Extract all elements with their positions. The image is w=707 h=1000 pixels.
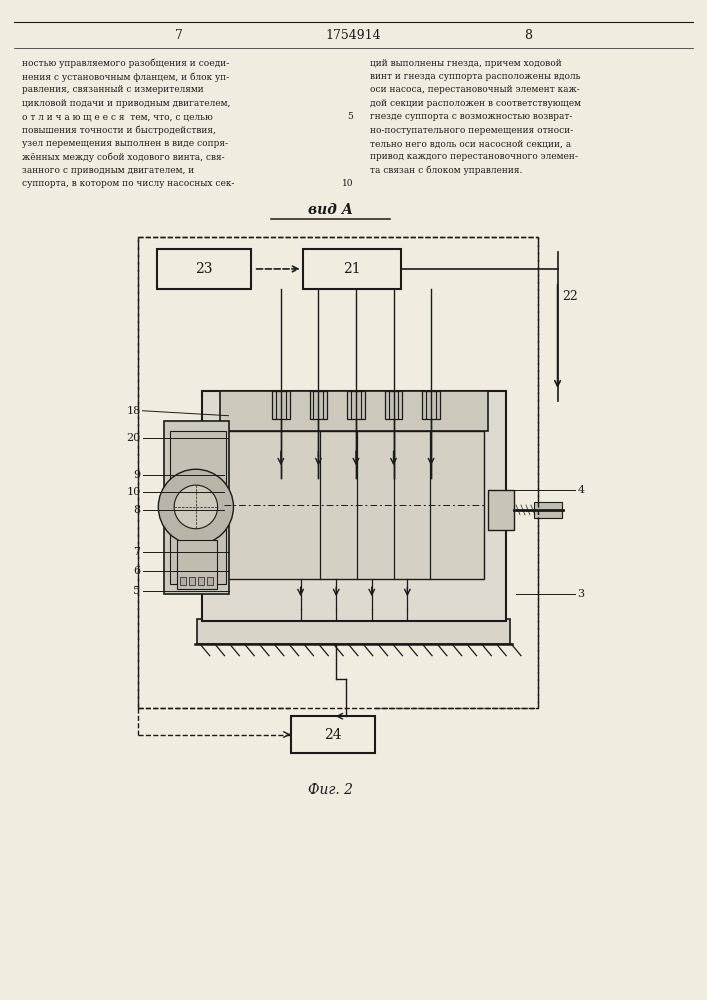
Text: повышения точности и быстродействия,: повышения точности и быстродействия, — [22, 126, 216, 135]
Bar — [189, 577, 195, 585]
Bar — [170, 431, 226, 584]
Text: 6: 6 — [134, 566, 141, 576]
Text: 1754914: 1754914 — [325, 29, 381, 42]
Text: 22: 22 — [563, 290, 578, 303]
Text: узел перемещения выполнен в виде сопря-: узел перемещения выполнен в виде сопря- — [22, 139, 228, 148]
Bar — [138, 237, 538, 708]
Bar — [310, 391, 327, 419]
Bar — [201, 391, 506, 621]
Text: 7: 7 — [175, 29, 183, 42]
Bar — [291, 716, 375, 753]
Text: гнезде суппорта с возможностью возврат-: гнезде суппорта с возможностью возврат- — [370, 112, 572, 121]
Text: 24: 24 — [324, 728, 341, 742]
Text: нения с установочным фланцем, и блок уп-: нения с установочным фланцем, и блок уп- — [22, 72, 229, 82]
Text: дой секции расположен в соответствующем: дой секции расположен в соответствующем — [370, 99, 581, 108]
Text: равления, связанный с измерителями: равления, связанный с измерителями — [22, 85, 204, 94]
Circle shape — [174, 485, 218, 529]
Bar — [534, 502, 561, 518]
Text: 8: 8 — [524, 29, 532, 42]
Circle shape — [158, 469, 233, 545]
Text: 21: 21 — [343, 262, 361, 276]
Bar — [177, 540, 216, 589]
Text: оси насоса, перестановочный элемент каж-: оси насоса, перестановочный элемент каж- — [370, 85, 580, 94]
Text: привод каждого перестановочного элемен-: привод каждого перестановочного элемен- — [370, 152, 578, 161]
Text: ций выполнены гнезда, причем ходовой: ций выполнены гнезда, причем ходовой — [370, 59, 561, 68]
Text: ностью управляемого разобщения и соеди-: ностью управляемого разобщения и соеди- — [22, 59, 229, 68]
Bar — [422, 391, 440, 419]
Text: 18: 18 — [127, 406, 141, 416]
Text: 10: 10 — [127, 487, 141, 497]
Text: вид А: вид А — [308, 203, 353, 217]
Text: но-поступательного перемещения относи-: но-поступательного перемещения относи- — [370, 126, 573, 135]
Bar — [197, 619, 510, 644]
Text: 5: 5 — [134, 586, 141, 596]
Text: та связан с блоком управления.: та связан с блоком управления. — [370, 166, 522, 175]
Text: 8: 8 — [134, 505, 141, 515]
Text: 5: 5 — [347, 112, 353, 121]
Text: 3: 3 — [578, 589, 585, 599]
Bar — [347, 391, 365, 419]
Bar — [223, 431, 484, 579]
Text: тельно него вдоль оси насосной секции, а: тельно него вдоль оси насосной секции, а — [370, 139, 571, 148]
Bar — [206, 577, 213, 585]
Bar — [158, 249, 251, 289]
Text: жённых между собой ходового винта, свя-: жённых между собой ходового винта, свя- — [22, 152, 225, 162]
Text: 10: 10 — [341, 179, 353, 188]
Bar — [180, 577, 186, 585]
Bar — [272, 391, 290, 419]
Text: 4: 4 — [578, 485, 585, 495]
Bar — [385, 391, 402, 419]
Text: суппорта, в котором по числу насосных сек-: суппорта, в котором по числу насосных се… — [22, 179, 234, 188]
Text: занного с приводным двигателем, и: занного с приводным двигателем, и — [22, 166, 194, 175]
Bar — [220, 391, 489, 431]
Text: 9: 9 — [134, 470, 141, 480]
Text: о т л и ч а ю щ е е с я  тем, что, с целью: о т л и ч а ю щ е е с я тем, что, с цель… — [22, 112, 213, 121]
Bar — [164, 421, 230, 594]
Bar — [303, 249, 402, 289]
Bar — [489, 490, 514, 530]
Text: Фиг. 2: Фиг. 2 — [308, 783, 353, 797]
Text: цикловой подачи и приводным двигателем,: цикловой подачи и приводным двигателем, — [22, 99, 230, 108]
Text: 7: 7 — [134, 547, 141, 557]
Text: 23: 23 — [196, 262, 213, 276]
Bar — [198, 577, 204, 585]
Text: винт и гнезда суппорта расположены вдоль: винт и гнезда суппорта расположены вдоль — [370, 72, 580, 81]
Text: 20: 20 — [127, 433, 141, 443]
